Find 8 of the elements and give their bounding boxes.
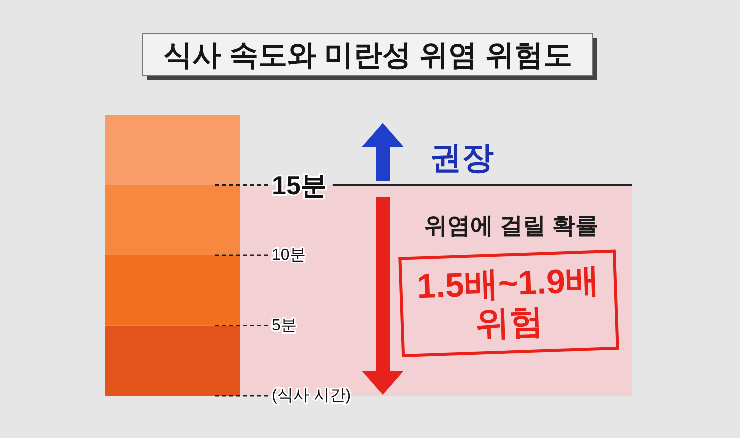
- annotation: 권장: [430, 139, 494, 176]
- ref-line-label: 15분: [272, 170, 327, 200]
- y-tick-label: 5분: [272, 317, 297, 334]
- title: 식사 속도와 미란성 위염 위험도: [142, 34, 597, 80]
- annotation: 1.5배~1.9배 위험: [398, 250, 620, 358]
- y-tick-label: (식사 시간): [272, 388, 352, 404]
- y-tick-label: 10분: [272, 247, 306, 264]
- band-label: 위염에 걸릴 확률: [424, 212, 598, 238]
